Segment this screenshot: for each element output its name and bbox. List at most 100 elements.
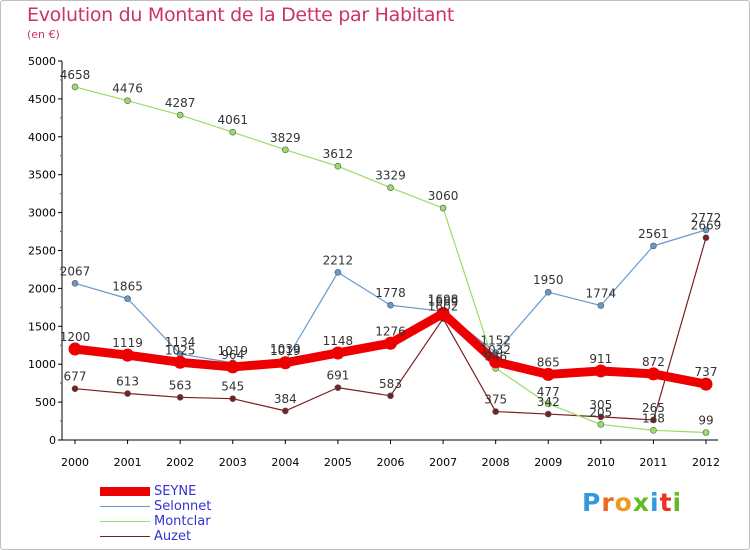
y-tick-label: 1500: [28, 320, 56, 333]
data-label: 3612: [323, 147, 354, 161]
x-tick-label: 2010: [587, 456, 615, 469]
data-label: 3329: [375, 169, 406, 183]
data-point: [702, 429, 710, 436]
data-label: 2561: [638, 227, 669, 241]
legend-label: Auzet: [154, 529, 192, 544]
data-label: 964: [221, 348, 244, 362]
x-tick-label: 2009: [534, 456, 562, 469]
data-label: 1276: [375, 324, 406, 338]
data-label: 1200: [60, 330, 91, 344]
data-label: 545: [221, 380, 244, 394]
data-label: 128: [642, 411, 665, 425]
data-label: 1950: [533, 273, 564, 287]
x-tick-label: 2002: [166, 456, 194, 469]
data-point: [71, 83, 79, 91]
data-point: [229, 128, 237, 136]
data-point: [436, 306, 450, 320]
data-point: [597, 302, 605, 309]
data-point: [702, 226, 710, 234]
data-point: [121, 348, 135, 362]
data-point: [544, 288, 552, 296]
data-label: 865: [537, 355, 560, 369]
y-tick-label: 2000: [28, 282, 56, 295]
data-point: [387, 392, 394, 400]
data-label: 583: [379, 377, 402, 391]
data-label: 613: [116, 375, 139, 389]
data-point: [229, 395, 237, 402]
data-label: 3829: [270, 131, 301, 145]
logo-letter: x: [632, 488, 650, 517]
data-label: 4476: [112, 82, 143, 96]
data-point: [124, 390, 131, 397]
logo-letter: t: [659, 488, 673, 517]
data-label: 1019: [217, 344, 248, 358]
data-label: 375: [484, 393, 507, 407]
data-label: 1152: [480, 334, 511, 348]
data-label: 1025: [165, 343, 196, 357]
data-label: 946: [484, 349, 507, 363]
data-point: [541, 367, 555, 381]
y-tick-label: 1000: [28, 358, 56, 371]
data-label: 872: [642, 355, 665, 369]
data-label: 342: [537, 395, 560, 409]
y-tick-label: 500: [35, 396, 56, 409]
data-point: [384, 336, 397, 350]
proxiti-logo: Proxiti: [582, 488, 682, 517]
data-point: [124, 97, 131, 105]
data-point: [331, 346, 345, 360]
data-label: 737: [695, 365, 718, 379]
data-point: [544, 400, 552, 408]
data-point: [650, 242, 657, 250]
data-point: [334, 269, 342, 276]
legend-item: Selonnet: [100, 499, 300, 514]
data-point: [176, 394, 184, 401]
legend-swatch: [100, 487, 150, 496]
y-tick-label: 2500: [28, 245, 56, 258]
data-label: 1698: [428, 292, 459, 306]
data-point: [334, 384, 342, 391]
data-label: 2067: [60, 264, 91, 278]
data-point: [334, 162, 342, 170]
chart-legend: SEYNE Selonnet Montclar Auzet: [100, 484, 300, 544]
x-tick-label: 2008: [482, 456, 510, 469]
chart-subtitle: (en €): [27, 28, 60, 41]
legend-item: SEYNE: [100, 484, 300, 499]
data-label: 563: [169, 378, 192, 392]
y-tick-label: 4000: [28, 131, 56, 144]
series-lines: [68, 83, 713, 436]
y-tick-label: 0: [49, 434, 56, 447]
data-point: [489, 355, 503, 369]
data-point: [597, 413, 605, 421]
data-point: [594, 364, 608, 378]
data-point: [226, 360, 240, 374]
data-label: 265: [642, 401, 665, 415]
data-label: 205: [589, 405, 612, 419]
data-point: [597, 421, 605, 428]
data-label: 4658: [60, 68, 91, 82]
data-point: [387, 301, 394, 309]
legend-swatch: [100, 536, 150, 537]
x-tick-label: 2000: [61, 456, 89, 469]
data-label: 384: [274, 392, 297, 406]
data-point: [282, 146, 289, 154]
data-label: 2772: [691, 211, 722, 225]
legend-item: Auzet: [100, 529, 300, 544]
x-tick-label: 2011: [639, 456, 667, 469]
x-tick-label: 2004: [271, 456, 299, 469]
line-chart: 0 500 1000 1500 2000 2500 3000 3500 4000 4500 5000…: [28, 55, 722, 469]
y-tick-label: 4500: [28, 93, 56, 106]
data-label: 1865: [112, 280, 143, 294]
x-tick-label: 2003: [219, 456, 247, 469]
data-point: [702, 234, 710, 241]
logo-letter: i: [672, 488, 683, 517]
legend-label: Selonnet: [154, 499, 212, 514]
data-point: [71, 385, 79, 392]
logo-letter: P: [582, 488, 602, 517]
data-label: 1774: [586, 287, 617, 301]
data-label: 4287: [165, 96, 196, 110]
data-point: [71, 280, 79, 287]
data-point: [439, 204, 447, 212]
data-label: 2669: [691, 219, 722, 233]
data-point: [282, 407, 289, 415]
